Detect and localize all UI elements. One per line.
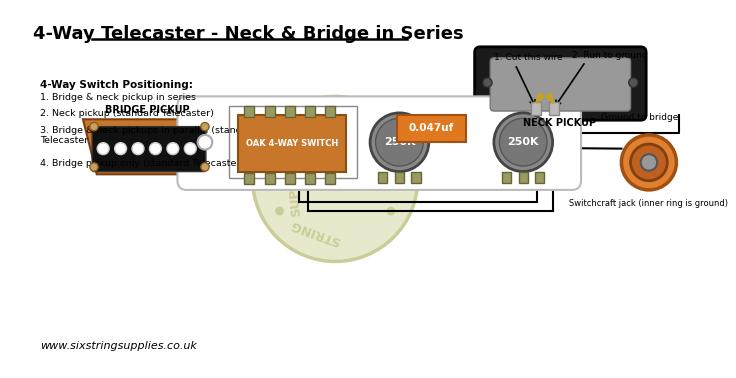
Circle shape (640, 154, 657, 170)
Text: 4-Way Telecaster - Neck & Bridge in Series: 4-Way Telecaster - Neck & Bridge in Seri… (33, 25, 464, 43)
Bar (535, 172, 545, 183)
Circle shape (387, 208, 394, 215)
Bar (285, 105, 295, 116)
Circle shape (252, 96, 418, 262)
Bar (531, 102, 541, 115)
Text: STRING: STRING (289, 217, 342, 248)
Text: 1. Cut this wire: 1. Cut this wire (494, 53, 562, 62)
Circle shape (167, 143, 179, 155)
Circle shape (483, 78, 492, 87)
Circle shape (276, 208, 283, 215)
Bar (502, 172, 512, 183)
Circle shape (184, 143, 197, 155)
Bar (285, 174, 295, 184)
Circle shape (201, 163, 209, 171)
Circle shape (621, 135, 676, 190)
Bar (325, 105, 335, 116)
Bar (244, 174, 255, 184)
Text: 4. Bridge pickup only (standard Telecaster): 4. Bridge pickup only (standard Telecast… (40, 159, 244, 168)
Bar (244, 105, 255, 116)
Circle shape (90, 122, 98, 131)
Circle shape (149, 143, 161, 155)
Bar (378, 172, 387, 183)
FancyBboxPatch shape (177, 96, 581, 190)
Bar (305, 174, 315, 184)
Circle shape (631, 144, 668, 181)
Circle shape (387, 143, 394, 150)
FancyBboxPatch shape (490, 58, 631, 111)
Text: BRIDGE PICKUP: BRIDGE PICKUP (105, 105, 189, 115)
Text: 2. Neck pickup (standard Telecaster): 2. Neck pickup (standard Telecaster) (40, 109, 213, 118)
Text: 6: 6 (325, 164, 346, 194)
Text: 3. Bridge & neck pickups in parallel (standard
Telecaster: 3. Bridge & neck pickups in parallel (st… (40, 126, 258, 145)
Circle shape (494, 113, 553, 172)
Circle shape (201, 122, 209, 131)
Circle shape (132, 143, 144, 155)
Bar (325, 174, 335, 184)
Bar (305, 105, 315, 116)
Bar (519, 172, 528, 183)
FancyBboxPatch shape (238, 115, 346, 172)
Text: SUPPLIES: SUPPLIES (285, 149, 303, 217)
Circle shape (370, 113, 429, 172)
Circle shape (115, 143, 127, 155)
Text: 250K: 250K (508, 137, 539, 147)
Text: www.sixstringsupplies.co.uk: www.sixstringsupplies.co.uk (40, 341, 197, 352)
Circle shape (629, 78, 638, 87)
Polygon shape (83, 119, 216, 174)
Circle shape (375, 118, 423, 166)
Circle shape (90, 163, 98, 171)
Bar (264, 174, 275, 184)
FancyBboxPatch shape (229, 107, 357, 178)
Bar (549, 102, 559, 115)
Text: SIX: SIX (303, 117, 330, 137)
Text: Ground to bridge: Ground to bridge (601, 113, 679, 122)
Bar (264, 105, 275, 116)
FancyBboxPatch shape (397, 115, 467, 142)
Text: OAK 4-WAY SWITCH: OAK 4-WAY SWITCH (246, 139, 339, 148)
Text: 0.047uf: 0.047uf (409, 124, 454, 133)
Text: 2. Run to ground: 2. Run to ground (572, 51, 648, 60)
Circle shape (500, 118, 547, 166)
Text: 4-Way Switch Positioning:: 4-Way Switch Positioning: (40, 80, 193, 90)
Text: 250K: 250K (383, 137, 415, 147)
Text: 1. Bridge & neck pickup in series: 1. Bridge & neck pickup in series (40, 93, 196, 102)
FancyBboxPatch shape (475, 47, 646, 120)
Bar (394, 172, 404, 183)
FancyBboxPatch shape (92, 127, 206, 172)
Circle shape (198, 135, 212, 150)
Bar (411, 172, 420, 183)
Text: NECK PICKUP: NECK PICKUP (523, 118, 596, 129)
Circle shape (276, 143, 283, 150)
Text: Switchcraft jack (inner ring is ground): Switchcraft jack (inner ring is ground) (570, 199, 729, 208)
Circle shape (97, 143, 109, 155)
